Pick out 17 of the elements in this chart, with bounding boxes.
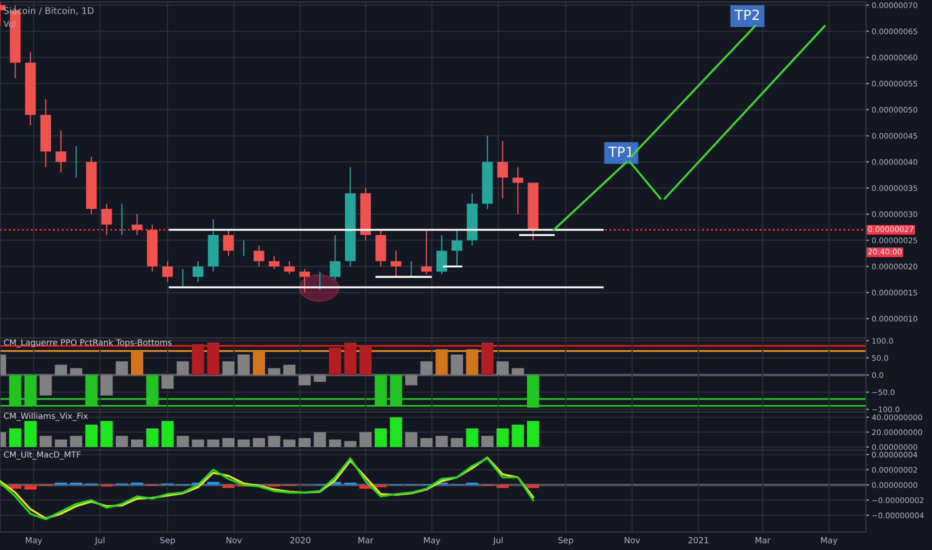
chart-title: CM_Williams_Vix_Fix	[4, 412, 88, 421]
x-tick-label: 2020	[290, 537, 310, 544]
x-tick-label: May	[424, 537, 440, 545]
annotation: TP2	[734, 10, 759, 20]
x-tick-label: May	[821, 537, 838, 545]
x-tick-label: Nov	[226, 537, 242, 544]
annotation: TP1	[608, 146, 633, 157]
x-tick-label: May	[26, 537, 42, 545]
chart-title: CM_Ult_MacD_MTF	[4, 451, 81, 460]
x-tick-label: Jul	[492, 536, 503, 545]
x-tick-label: Sep	[160, 537, 175, 545]
x-tick-label: Mar	[756, 537, 771, 544]
x-tick-label: Mar	[358, 537, 374, 544]
x-tick-label: 2021	[688, 537, 708, 544]
x-tick-label: Nov	[624, 537, 640, 544]
x-tick-label: Sep	[558, 537, 574, 545]
x-tick-label: Jul	[94, 536, 104, 545]
